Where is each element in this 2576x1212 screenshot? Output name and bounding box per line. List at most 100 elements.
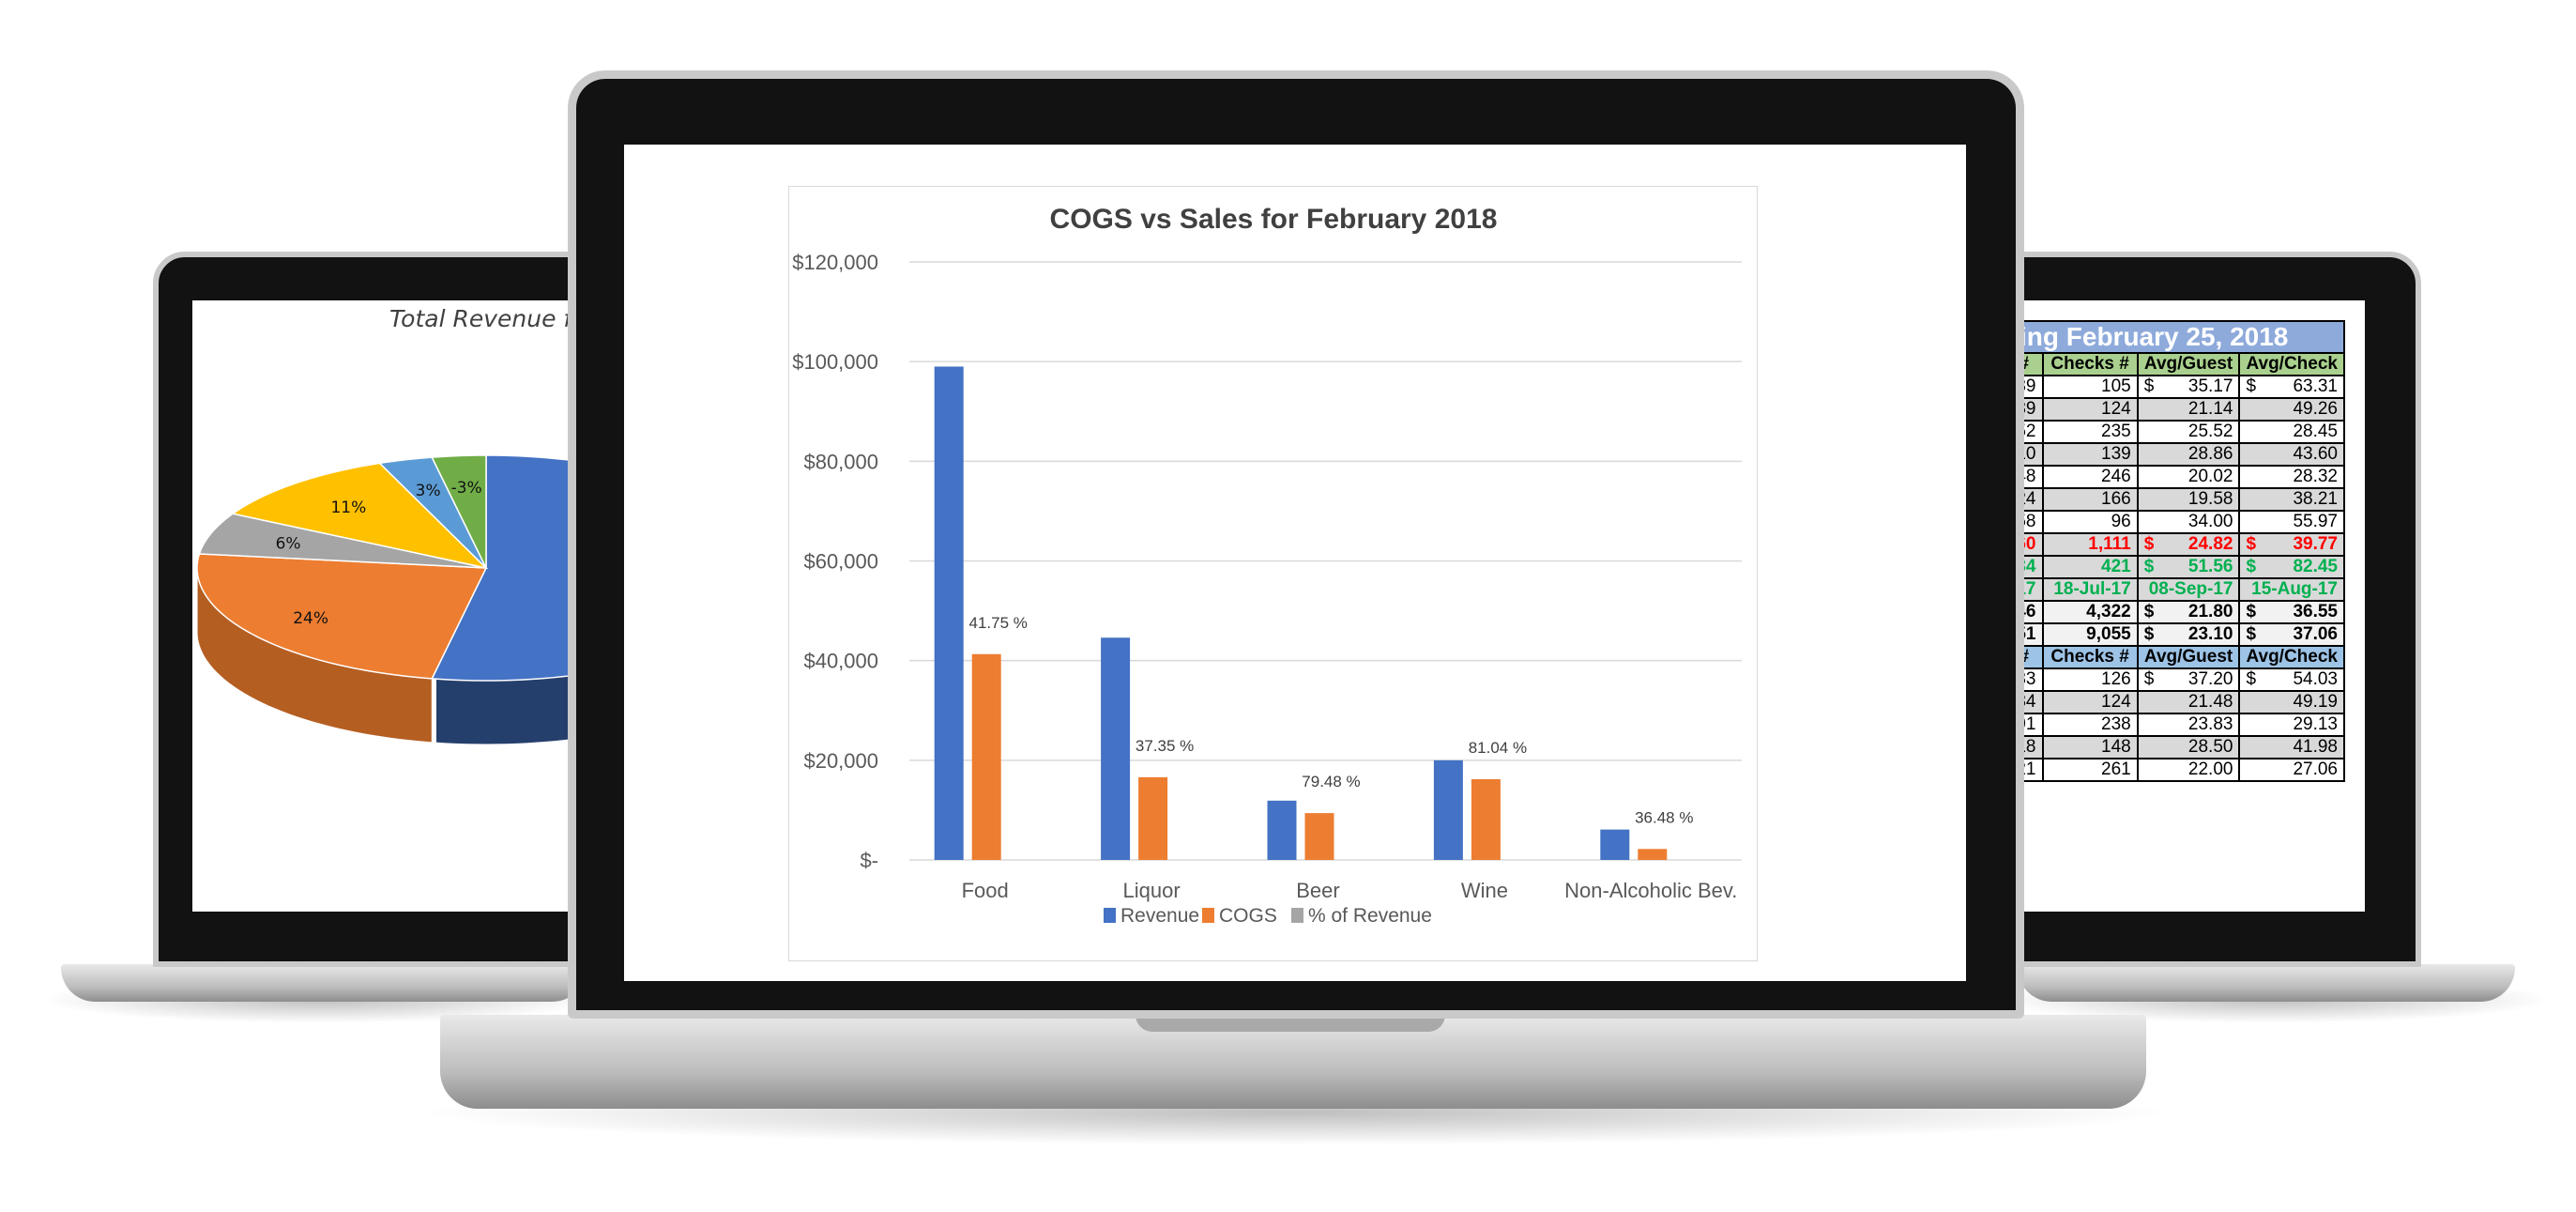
table-cell[interactable]: 246 <box>2041 465 2139 489</box>
table-cell[interactable]: 28.50 <box>2136 735 2241 759</box>
cell-value: 29.13 <box>2293 714 2338 734</box>
pie-slice <box>378 456 487 569</box>
table-cell[interactable]: 139 <box>2041 442 2139 467</box>
table-cell[interactable]: 126 <box>2041 667 2139 692</box>
table-cell[interactable]: 25.52 <box>2136 420 2241 444</box>
table-cell[interactable]: $82.45 <box>2238 555 2345 579</box>
cell-value: 41.98 <box>2293 737 2338 757</box>
table-cell[interactable]: 43.60 <box>2238 442 2345 467</box>
table-cell[interactable]: 38.21 <box>2238 487 2345 512</box>
cell-value: 238 <box>2101 714 2131 734</box>
right-laptop-base <box>2018 964 2515 1002</box>
table-cell[interactable]: 261 <box>2041 758 2139 782</box>
table-cell[interactable]: $24.82 <box>2136 532 2241 557</box>
bar-cogs <box>1638 849 1668 860</box>
table-cell[interactable]: $21.80 <box>2136 600 2241 624</box>
cell-value: 96 <box>2111 512 2131 531</box>
table-cell[interactable]: 238 <box>2041 713 2139 737</box>
pie-data-label: 24% <box>293 609 328 628</box>
pie-slice <box>198 513 487 569</box>
table-row: 33 126 $37.20 $54.03 <box>2018 667 2345 692</box>
table-cell[interactable]: 28.45 <box>2238 420 2345 444</box>
table-cell[interactable]: 28.86 <box>2136 442 2241 467</box>
sheet-title: ing February 25, 2018 <box>2018 320 2345 354</box>
cell-value: 39.77 <box>2293 534 2338 554</box>
table-cell[interactable]: 55.97 <box>2238 510 2345 534</box>
cell-value: Avg/Guest <box>2143 647 2233 667</box>
table-cell[interactable]: 421 <box>2041 555 2139 579</box>
center-laptop-screen: COGS vs Sales for February 2018 $- $20,00… <box>624 145 1966 981</box>
cell-value: 9,055 <box>2086 624 2131 644</box>
table-cell[interactable]: 9,055 <box>2041 622 2139 647</box>
table-cell[interactable]: $63.31 <box>2238 375 2345 399</box>
table-cell[interactable]: Avg/Guest <box>2136 352 2241 376</box>
cell-value: 22.00 <box>2187 759 2233 779</box>
table-cell[interactable]: Avg/Guest <box>2136 645 2241 669</box>
legend-item: COGS <box>1219 905 1277 927</box>
table-cell[interactable]: 124 <box>2041 397 2139 422</box>
table-cell[interactable]: 27.06 <box>2238 758 2345 782</box>
legend-swatch <box>1202 908 1214 923</box>
pie-data-label: 3% <box>416 482 441 500</box>
cell-value: 19.58 <box>2187 489 2233 509</box>
table-cell[interactable]: 235 <box>2041 420 2139 444</box>
cell-value: 148 <box>2101 737 2131 757</box>
chart-title: COGS vs Sales for February 2018 <box>1050 204 1498 235</box>
table-cell[interactable]: 15-Aug-17 <box>2238 577 2345 602</box>
table-cell[interactable]: 08-Sep-17 <box>2136 577 2241 602</box>
table-cell[interactable]: 96 <box>2041 510 2139 534</box>
table-cell[interactable]: $37.06 <box>2238 622 2345 647</box>
category-label: Beer <box>1296 879 1339 902</box>
table-cell[interactable]: 34.00 <box>2136 510 2241 534</box>
table-cell[interactable]: $37.20 <box>2136 667 2241 692</box>
bar-cogs <box>1471 779 1501 860</box>
table-row: 91 238 23.83 29.13 <box>2018 713 2345 737</box>
legend-item: Revenue <box>1120 905 1199 927</box>
table-cell[interactable]: 124 <box>2041 690 2139 714</box>
table-cell[interactable]: 28.32 <box>2238 465 2345 489</box>
table-cell[interactable]: $23.10 <box>2136 622 2241 647</box>
table-cell[interactable]: 1,111 <box>2041 532 2139 557</box>
table-cell[interactable]: Checks # <box>2041 645 2139 669</box>
spreadsheet-table: ing February 25, 2018#Checks #Avg/GuestA… <box>2018 320 2345 782</box>
table-cell[interactable]: 21.48 <box>2136 690 2241 714</box>
table-row: 24 166 19.58 38.21 <box>2018 487 2345 512</box>
currency-symbol: $ <box>2246 669 2257 689</box>
table-cell[interactable]: 41.98 <box>2238 735 2345 759</box>
table-cell[interactable]: Checks # <box>2041 352 2139 376</box>
table-cell[interactable]: $39.77 <box>2238 532 2345 557</box>
legend-swatch <box>1291 908 1303 923</box>
table-cell[interactable]: 19.58 <box>2136 487 2241 512</box>
cell-value: 235 <box>2101 422 2131 441</box>
currency-symbol: $ <box>2143 602 2155 621</box>
table-cell[interactable]: 166 <box>2041 487 2139 512</box>
pie-data-label: 11% <box>330 499 366 517</box>
table-cell[interactable]: 105 <box>2041 375 2139 399</box>
cell-value: 20.02 <box>2187 467 2233 486</box>
table-cell[interactable]: 23.83 <box>2136 713 2241 737</box>
category-label: Non-Alcoholic Bev. <box>1564 879 1737 902</box>
table-cell[interactable]: $36.55 <box>2238 600 2345 624</box>
table-cell[interactable]: Avg/Check <box>2238 645 2345 669</box>
cell-value: 21.80 <box>2187 602 2233 621</box>
cell-value: Checks # <box>2050 647 2129 667</box>
table-cell[interactable]: 21.14 <box>2136 397 2241 422</box>
table-cell[interactable]: Avg/Check <box>2238 352 2345 376</box>
table-cell[interactable]: $51.56 <box>2136 555 2241 579</box>
table-cell[interactable]: 22.00 <box>2136 758 2241 782</box>
table-cell[interactable]: 20.02 <box>2136 465 2241 489</box>
pie-slice-side <box>435 675 572 745</box>
table-cell[interactable]: $35.17 <box>2136 375 2241 399</box>
pie-chart: 24% 6% 11% 3% -3% <box>196 454 572 745</box>
y-tick-label: $60,000 <box>803 550 878 574</box>
table-cell[interactable]: 4,322 <box>2041 600 2139 624</box>
table-cell[interactable]: 29.13 <box>2238 713 2345 737</box>
table-cell[interactable]: $54.03 <box>2238 667 2345 692</box>
table-cell[interactable]: 18-Jul-17 <box>2041 577 2139 602</box>
table-cell[interactable]: 148 <box>2041 735 2139 759</box>
cell-value: 166 <box>2101 489 2131 509</box>
table-cell[interactable]: 49.19 <box>2238 690 2345 714</box>
table-cell[interactable]: 49.26 <box>2238 397 2345 422</box>
